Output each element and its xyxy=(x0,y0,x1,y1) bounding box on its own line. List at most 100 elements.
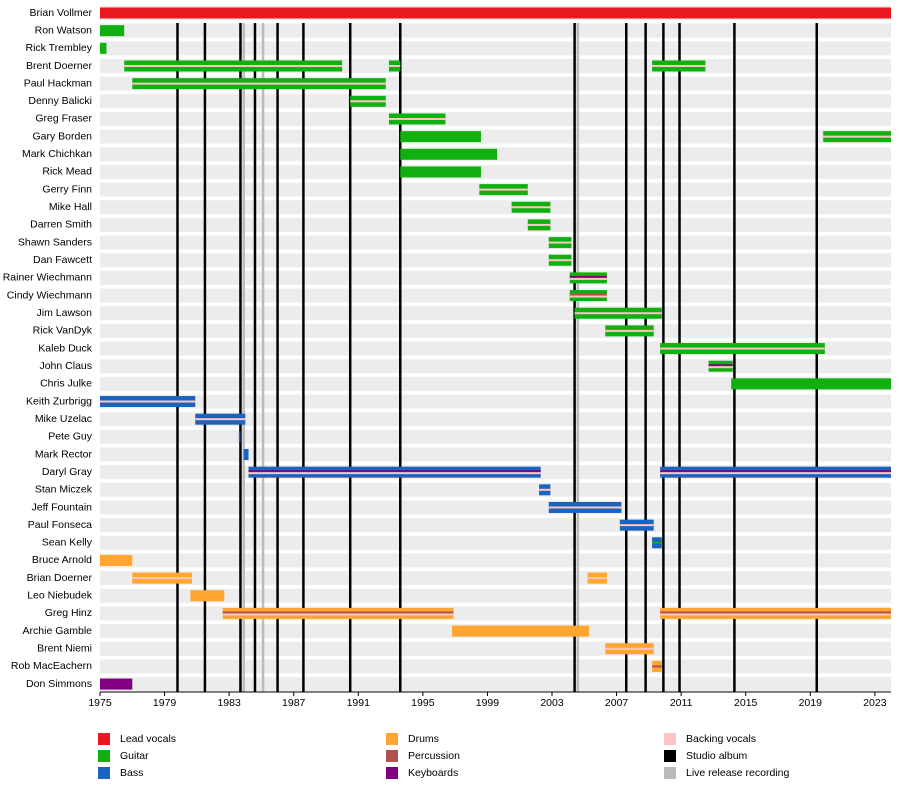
member-name: Brent Niemi xyxy=(37,643,92,655)
legend-label: Percussion xyxy=(408,750,460,762)
membership-bar xyxy=(100,554,133,566)
member-name: Darren Smith xyxy=(30,219,92,231)
x-tick-label: 1987 xyxy=(282,697,306,709)
x-tick-label: 1991 xyxy=(347,697,371,709)
member-name: Gary Borden xyxy=(32,130,92,142)
role-stripe xyxy=(248,470,541,473)
legend-label: Lead vocals xyxy=(120,733,176,745)
role-stripe xyxy=(587,577,607,580)
member-name: Brent Doerner xyxy=(26,60,92,72)
x-tick-label: 2015 xyxy=(734,697,758,709)
membership-bar xyxy=(100,25,125,37)
role-stripe xyxy=(100,400,196,403)
role-stripe xyxy=(124,64,343,67)
legend-swatch xyxy=(386,750,398,762)
member-name: Don Simmons xyxy=(26,678,92,690)
legend-swatch xyxy=(98,750,110,762)
row-band xyxy=(100,482,891,497)
member-name: John Claus xyxy=(39,360,92,372)
legend-label: Bass xyxy=(120,767,143,779)
member-name: Brian Vollmer xyxy=(30,7,93,19)
member-name: Denny Balicki xyxy=(28,95,92,107)
membership-bar xyxy=(190,590,225,602)
role-stripe xyxy=(132,577,193,580)
legend-swatch xyxy=(98,767,110,779)
legend-swatch xyxy=(664,733,676,745)
row-band xyxy=(100,641,891,656)
row-band xyxy=(100,359,891,374)
member-name: Bruce Arnold xyxy=(32,554,92,566)
role-stripe xyxy=(569,293,607,296)
x-tick-label: 2011 xyxy=(670,697,693,709)
member-name: Paul Hackman xyxy=(24,77,92,89)
x-tick-label: 2003 xyxy=(540,697,564,709)
member-name: Brian Doerner xyxy=(27,572,93,584)
member-name: Kaleb Duck xyxy=(38,342,92,354)
role-stripe xyxy=(195,418,246,421)
membership-bar xyxy=(400,148,498,160)
role-stripe xyxy=(660,470,891,473)
row-band xyxy=(100,553,891,568)
x-tick-label: 2007 xyxy=(605,697,629,709)
role-stripe xyxy=(511,206,551,209)
membership-bar xyxy=(100,42,107,54)
member-name: Paul Fonseca xyxy=(28,519,92,531)
role-stripe xyxy=(660,472,891,475)
role-stripe xyxy=(652,665,662,668)
role-stripe xyxy=(619,524,654,527)
member-name: Mark Rector xyxy=(35,448,93,460)
row-band xyxy=(100,518,891,533)
role-stripe xyxy=(350,100,386,103)
member-name: Ron Watson xyxy=(35,24,93,36)
row-band xyxy=(100,659,891,674)
member-name: Gerry Finn xyxy=(42,183,92,195)
row-band xyxy=(100,412,891,427)
role-stripe xyxy=(569,277,607,280)
row-band xyxy=(100,394,891,409)
role-stripe xyxy=(660,347,825,350)
member-name: Jim Lawson xyxy=(37,307,93,319)
row-band xyxy=(100,41,891,56)
x-tick-label: 1979 xyxy=(153,697,177,709)
member-name: Cindy Wiechmann xyxy=(7,289,92,301)
member-name: Daryl Gray xyxy=(42,466,93,478)
role-stripe xyxy=(652,64,706,67)
row-band xyxy=(100,217,891,232)
row-band xyxy=(100,235,891,250)
role-stripe xyxy=(708,364,733,367)
row-band xyxy=(100,535,891,550)
row-band xyxy=(100,323,891,338)
member-name: Shawn Sanders xyxy=(18,236,92,248)
role-stripe xyxy=(388,117,446,120)
membership-bar xyxy=(451,625,590,637)
row-band xyxy=(100,571,891,586)
member-name: Jeff Fountain xyxy=(31,501,92,513)
row-band xyxy=(100,94,891,109)
x-tick-label: 2019 xyxy=(799,697,823,709)
membership-bar xyxy=(400,166,481,178)
role-stripe xyxy=(548,259,572,262)
legend-label: Live release recording xyxy=(686,767,789,779)
member-name: Sean Kelly xyxy=(42,537,93,549)
role-stripe xyxy=(388,64,401,67)
membership-bar xyxy=(238,431,241,443)
row-band xyxy=(100,447,891,462)
member-name: Dan Fawcett xyxy=(33,254,92,266)
legend-label: Studio album xyxy=(686,750,748,762)
row-band xyxy=(100,23,891,38)
row-band xyxy=(100,500,891,515)
x-tick-label: 1999 xyxy=(476,697,500,709)
member-name: Archie Gamble xyxy=(23,625,93,637)
role-stripe xyxy=(569,275,607,278)
member-name: Mike Hall xyxy=(49,201,92,213)
member-name: Greg Fraser xyxy=(35,113,92,125)
member-name: Rick Mead xyxy=(42,166,92,178)
role-stripe xyxy=(605,329,654,332)
member-name: Mike Uzelac xyxy=(35,413,92,425)
legend-label: Drums xyxy=(408,733,439,745)
role-stripe xyxy=(222,613,454,616)
member-name: Pete Guy xyxy=(48,431,93,443)
membership-bar xyxy=(100,678,133,690)
x-tick-label: 2023 xyxy=(863,697,887,709)
